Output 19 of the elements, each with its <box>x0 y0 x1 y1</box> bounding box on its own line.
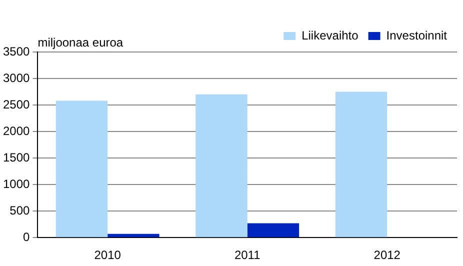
bar <box>335 92 388 238</box>
y-tick-label: 500 <box>10 203 30 218</box>
y-axis-title: miljoonaa euroa <box>38 35 124 50</box>
legend-label: Liikevaihto <box>302 28 359 42</box>
bar <box>56 100 108 238</box>
bar <box>247 223 300 238</box>
legend-label: Investoinnit <box>386 28 448 42</box>
bar <box>196 94 248 238</box>
y-tick-label: 0 <box>23 230 30 244</box>
y-tick-label: 2500 <box>2 97 30 112</box>
y-tick-label: 3500 <box>2 44 30 58</box>
y-tick-label: 2000 <box>2 124 30 138</box>
y-tick-label: 1000 <box>2 176 30 191</box>
y-tick-label: 1500 <box>2 150 30 164</box>
x-tick-label: 2010 <box>94 248 122 262</box>
y-tick-label: 3000 <box>2 70 30 85</box>
x-tick-label: 2012 <box>374 248 401 262</box>
bar <box>108 234 160 238</box>
x-tick-label: 2011 <box>234 248 261 262</box>
